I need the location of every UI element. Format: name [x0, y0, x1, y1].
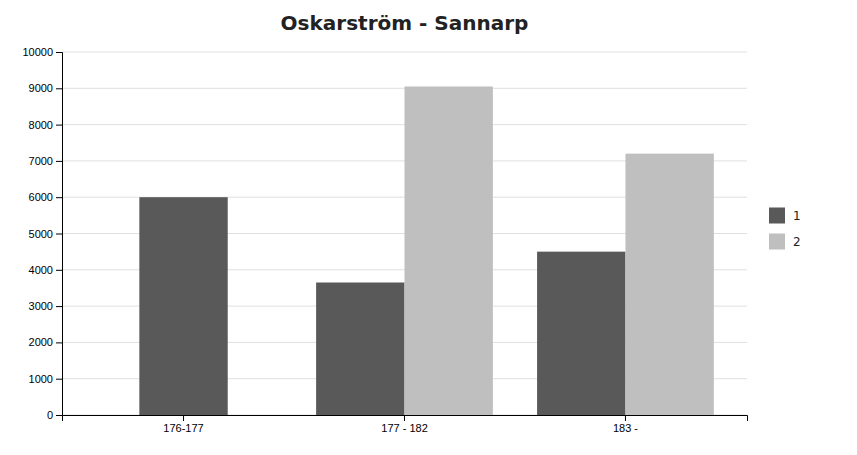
- tick-label: 5000: [29, 228, 53, 240]
- tick-mark: [56, 342, 62, 343]
- tick-label: 6000: [29, 191, 53, 203]
- bar: [405, 86, 493, 415]
- tick-label: 2000: [29, 336, 53, 348]
- tick: 177 - 182: [381, 415, 427, 434]
- tick-label: 177 - 182: [381, 422, 427, 434]
- tick-label: 7000: [29, 155, 53, 167]
- tick-mark: [404, 415, 405, 421]
- tick: 4000: [29, 264, 62, 276]
- bar: [537, 252, 625, 415]
- tick-mark: [56, 306, 62, 307]
- tick-mark: [56, 415, 62, 416]
- tick: 3000: [29, 300, 62, 312]
- legend-label: 2: [793, 235, 801, 249]
- tick: 9000: [29, 82, 62, 94]
- legend-item: 2: [769, 234, 801, 250]
- tick-label: 4000: [29, 264, 53, 276]
- tick-mark: [56, 234, 62, 235]
- legend: 12: [769, 208, 801, 250]
- tick-label: 0: [47, 409, 53, 421]
- x-axis: 176-177 177 - 182 183 -: [63, 415, 748, 434]
- tick-mark: [56, 379, 62, 380]
- grid-line: [62, 52, 747, 53]
- y-axis: 0 1000 2000 3000 4000 5000 6000 7000 8000 9000 100…: [22, 46, 62, 421]
- legend-swatch: [769, 208, 785, 224]
- tick-mark: [625, 415, 626, 421]
- tick-label: 183 -: [613, 422, 638, 434]
- tick-label: 1000: [29, 373, 53, 385]
- tick: 6000: [29, 191, 62, 203]
- tick-mark: [56, 88, 62, 89]
- tick: 2000: [29, 336, 62, 348]
- tick: 183 -: [613, 415, 638, 434]
- tick-label: 3000: [29, 300, 53, 312]
- tick: 1000: [29, 373, 62, 385]
- legend-swatch: [769, 234, 785, 250]
- axis-line: [63, 416, 748, 422]
- tick-mark: [183, 415, 184, 421]
- tick-mark: [56, 197, 62, 198]
- tick-label: 10000: [22, 46, 53, 58]
- tick: 8000: [29, 119, 62, 131]
- tick-label: 8000: [29, 119, 53, 131]
- grid: [62, 52, 747, 415]
- title: Oskarström - Sannarp: [281, 11, 529, 35]
- bars: [139, 86, 714, 415]
- tick: 0: [47, 409, 62, 421]
- tick-mark: [56, 161, 62, 162]
- tick-mark: [56, 52, 62, 53]
- bar: [316, 283, 404, 415]
- bar: [625, 154, 713, 415]
- legend-item: 1: [769, 208, 801, 224]
- chart-svg: Oskarström - Sannarp 0 1000 2000 3000 4000 500…: [0, 0, 857, 455]
- tick: 10000: [22, 46, 62, 58]
- tick-label: 176-177: [163, 422, 203, 434]
- tick-mark: [56, 270, 62, 271]
- axis-line: [56, 53, 63, 416]
- bar: [139, 197, 227, 415]
- tick: 7000: [29, 155, 62, 167]
- tick-mark: [56, 125, 62, 126]
- legend-label: 1: [793, 209, 801, 223]
- tick-label: 9000: [29, 82, 53, 94]
- tick: 176-177: [163, 415, 203, 434]
- chart-container: Oskarström - Sannarp 0 1000 2000 3000 4000 500…: [0, 0, 857, 455]
- tick: 5000: [29, 228, 62, 240]
